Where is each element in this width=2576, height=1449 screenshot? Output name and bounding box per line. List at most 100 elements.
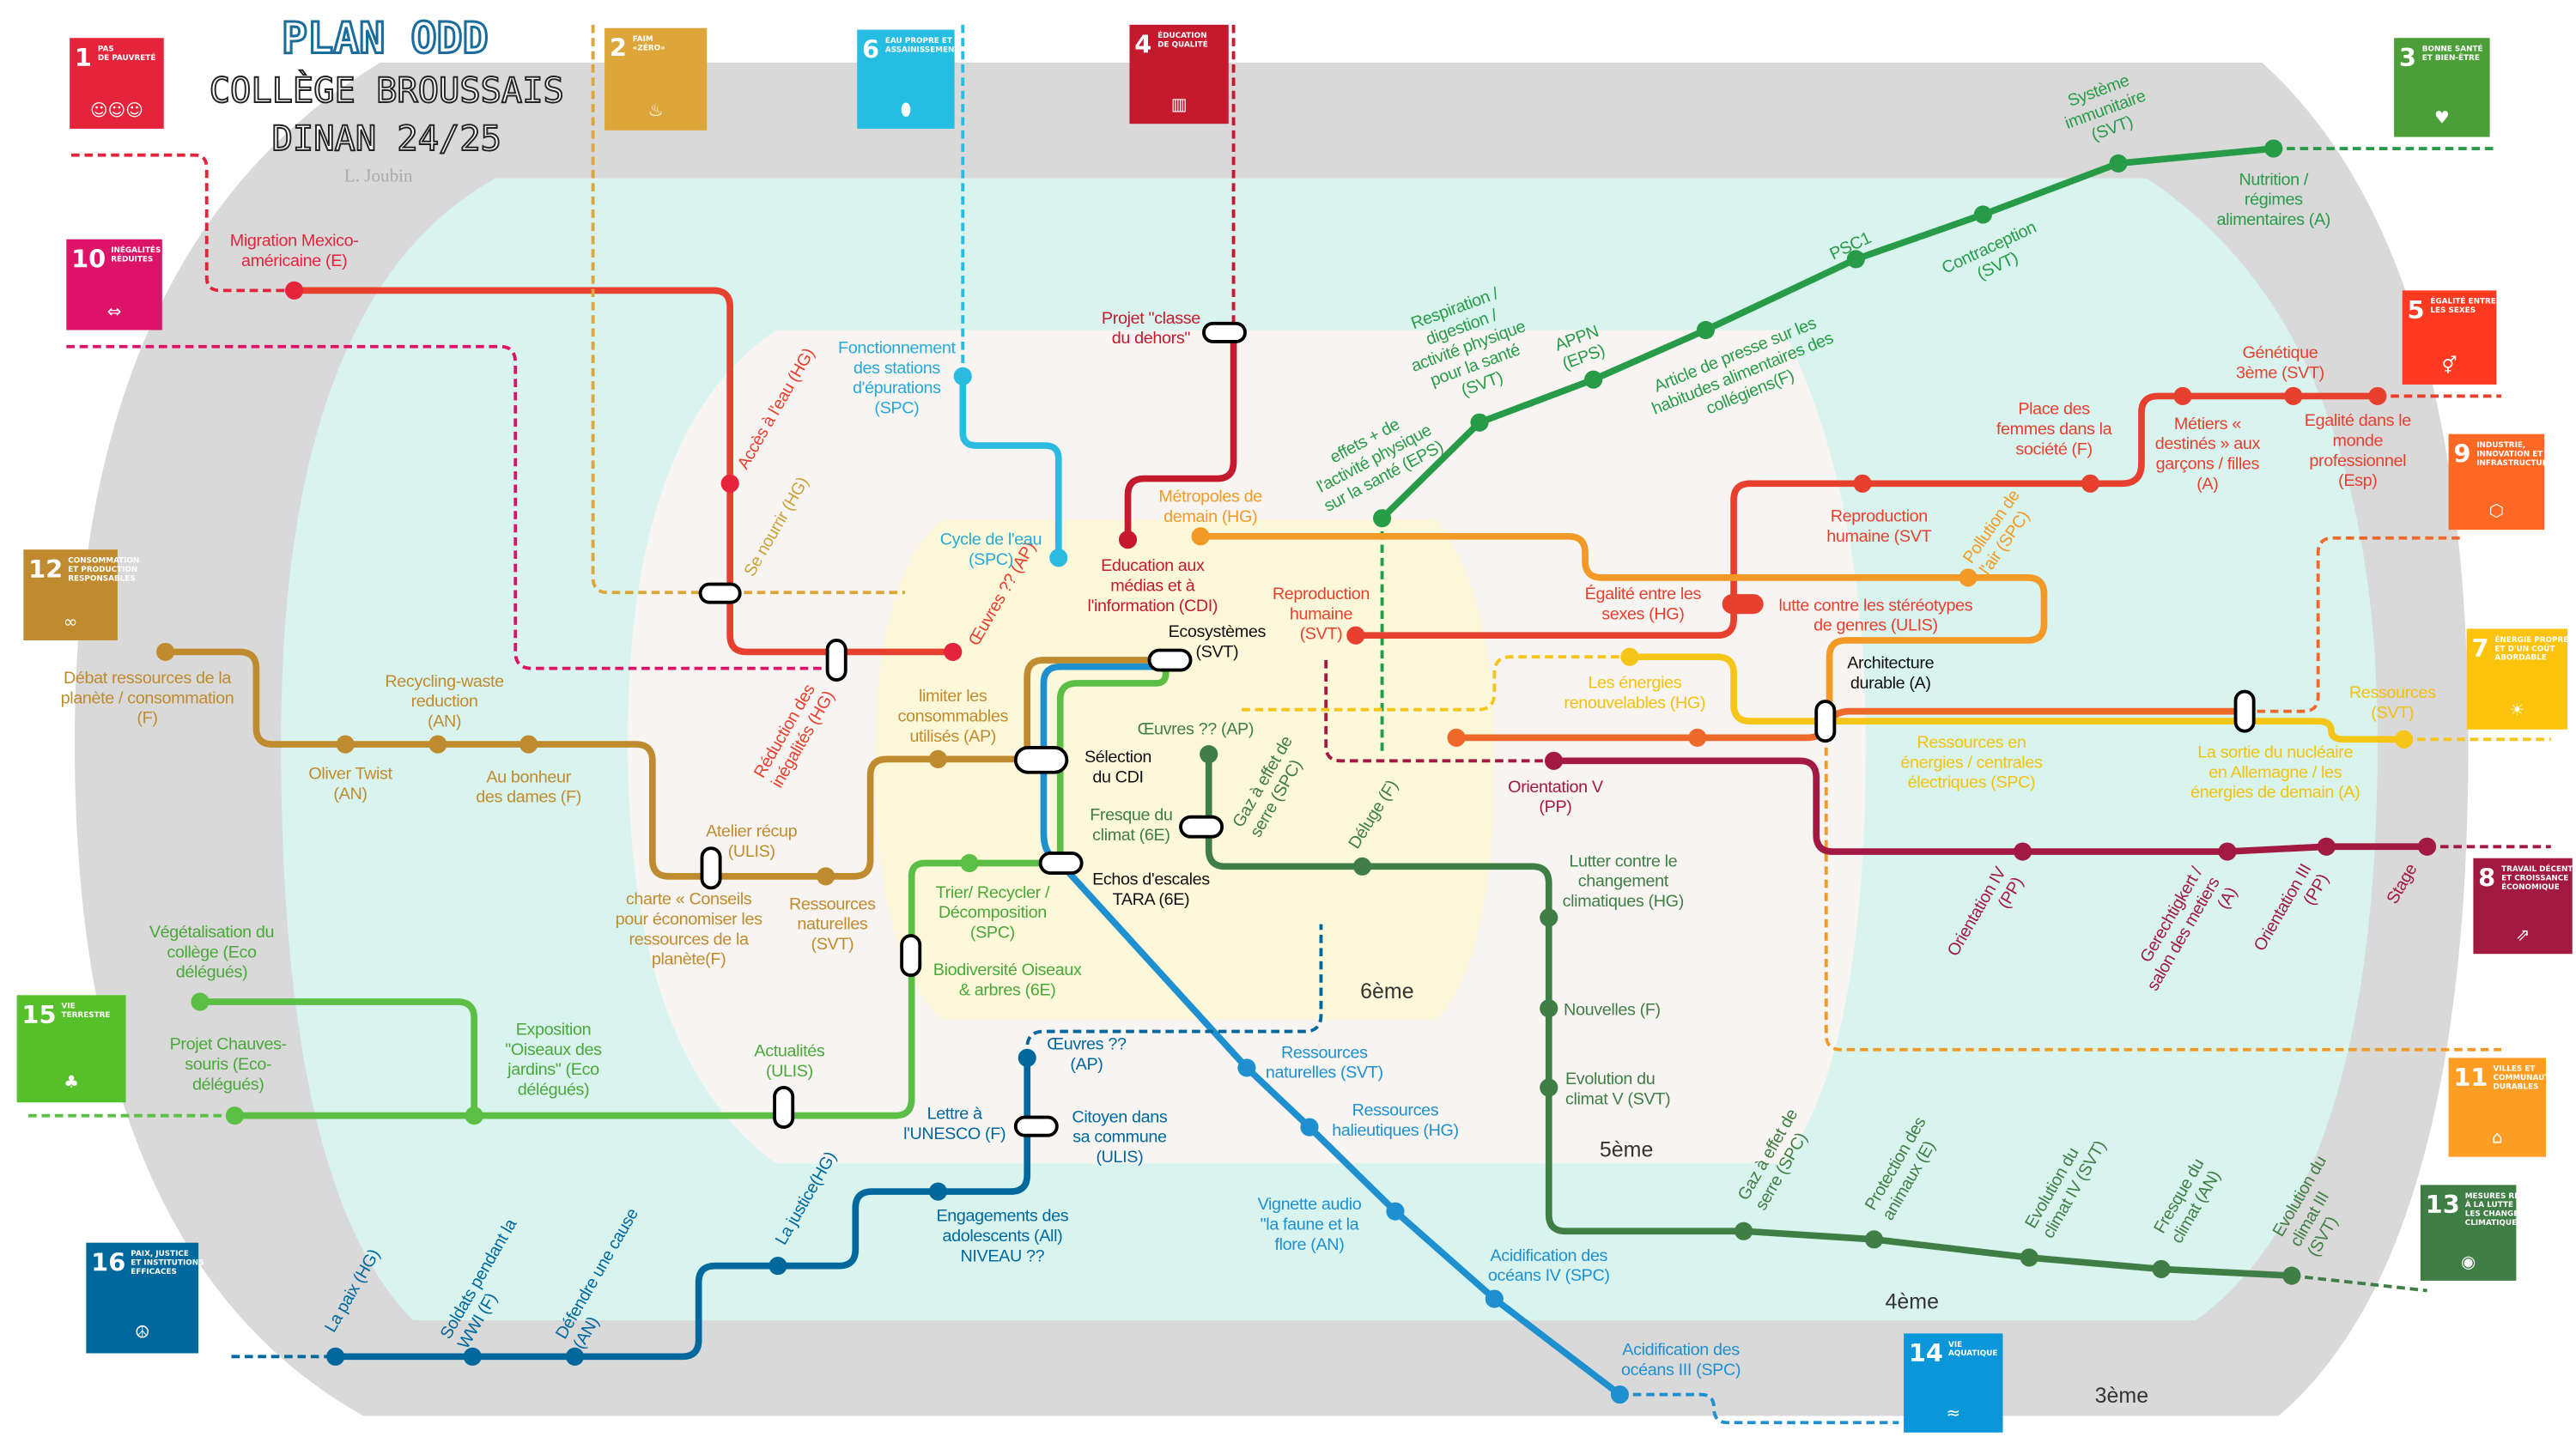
station-soldats[interactable] — [463, 1347, 482, 1366]
station-migration[interactable] — [285, 281, 304, 300]
line-sdg16-navy — [231, 924, 1323, 1361]
station-education[interactable] — [1118, 530, 1138, 549]
station-repro2[interactable] — [1853, 474, 1872, 493]
station-exposition[interactable] — [465, 1106, 483, 1125]
station-vegetalisation[interactable] — [191, 992, 210, 1011]
station-energies-renouv[interactable] — [1620, 647, 1639, 666]
label-lutter: Lutter contre le changement climatiques (H… — [1563, 852, 1684, 911]
station-ress-nat2[interactable] — [1237, 1058, 1256, 1077]
interchange-citoyen[interactable] — [1013, 1115, 1059, 1137]
station-chauves[interactable] — [225, 1106, 244, 1125]
station-stage[interactable] — [2417, 837, 2437, 856]
interchange-actualites[interactable] — [773, 1086, 795, 1130]
interchange-architecture[interactable] — [1814, 700, 1837, 743]
station-repro1[interactable] — [1346, 626, 1365, 645]
sun-power-icon: ☀ — [2509, 700, 2524, 719]
interchange-atelier[interactable] — [700, 846, 722, 890]
station-evol-iv[interactable] — [2020, 1248, 2038, 1267]
station-acid-iii[interactable] — [1610, 1385, 1630, 1404]
station-respiration[interactable] — [1470, 413, 1489, 432]
sdg-number: 3 — [2399, 43, 2416, 72]
station-acces-eau[interactable] — [720, 474, 739, 493]
bowl-icon: ♨ — [648, 100, 664, 120]
station-metiers[interactable] — [2173, 386, 2192, 405]
sdg-number: 13 — [2426, 1190, 2460, 1219]
station-defendre[interactable] — [565, 1347, 585, 1366]
station-fresque4[interactable] — [2152, 1259, 2171, 1279]
station-orientation-v[interactable] — [1544, 751, 1564, 770]
station-oeuvres-red[interactable] — [944, 642, 963, 661]
station-debat[interactable] — [156, 642, 175, 661]
sdg-badge-13: 13 MESURES RELATIVES À LA LUTTE CONTRE LES … — [2420, 1185, 2555, 1281]
station-orange-1[interactable] — [1447, 728, 1466, 747]
label-oeuvres-dg: Œuvres ?? (AP) — [1138, 720, 1254, 739]
station-limiter[interactable] — [928, 749, 947, 768]
interchange-projet[interactable] — [1202, 321, 1247, 343]
label-genetique: Génétique 3ème (SVT) — [2236, 343, 2324, 382]
sdg-title: PAIX, JUSTICE ET INSTITUTIONS EFFICACES — [131, 1250, 204, 1276]
station-appn[interactable] — [1584, 370, 1603, 389]
station-metropoles[interactable] — [1191, 527, 1210, 546]
station-engagements[interactable] — [928, 1182, 947, 1201]
station-halieutiques[interactable] — [1300, 1118, 1319, 1137]
station-justice[interactable] — [769, 1257, 787, 1276]
station-evol-v[interactable] — [1540, 1078, 1558, 1097]
station-oeuvres-dg[interactable] — [1200, 745, 1218, 764]
station-fonctionnement[interactable] — [953, 367, 972, 385]
station-ressources-svt[interactable] — [2395, 730, 2414, 749]
sdg-number: 2 — [610, 33, 627, 62]
station-genetique[interactable] — [2284, 386, 2303, 405]
station-bonheur[interactable] — [519, 735, 538, 754]
station-vignette[interactable] — [1386, 1202, 1405, 1221]
sdg-title: MESURES RELATIVES À LA LUTTE CONTRE LES CH… — [2465, 1192, 2555, 1228]
station-gerechtigkeit[interactable] — [2218, 842, 2237, 861]
station-systeme[interactable] — [2109, 154, 2128, 173]
interchange-biodiversite[interactable] — [900, 934, 922, 978]
interchange-sortie[interactable] — [2233, 689, 2256, 733]
station-protection[interactable] — [1864, 1230, 1884, 1249]
interchange-lutte[interactable] — [1722, 594, 1764, 615]
sdg-badge-bg — [1129, 24, 1229, 124]
station-orientation-iii[interactable] — [2317, 837, 2336, 856]
sdg-badge-bg — [2448, 1058, 2546, 1157]
station-nutrition[interactable] — [2264, 139, 2283, 158]
station-oeuvres-navy[interactable] — [1018, 1048, 1036, 1067]
station-cycle-eau[interactable] — [1049, 549, 1068, 567]
station-lutter[interactable] — [1540, 908, 1558, 927]
station-paix[interactable] — [326, 1347, 345, 1366]
station-place-femmes[interactable] — [2081, 474, 2099, 493]
station-effets[interactable] — [1373, 509, 1392, 528]
station-evol-iii[interactable] — [2282, 1266, 2301, 1285]
station-nouvelles[interactable] — [1540, 999, 1558, 1018]
station-psc1[interactable] — [1846, 250, 1865, 269]
label-cycle-eau: Cycle de l'eau (SPC) — [940, 530, 1042, 568]
school-name: COLLÈGE BROUSSAIS — [210, 70, 564, 111]
label-repro2: Reproduction humaine (SVT — [1826, 507, 1931, 546]
sdg-badge-15: 15 VIE TERRESTRE ♣ — [16, 995, 126, 1103]
interchange-fresque6[interactable] — [1179, 815, 1224, 839]
station-orientation-iv[interactable] — [2013, 842, 2032, 861]
station-orange-2[interactable] — [1688, 728, 1707, 747]
station-acid-iv[interactable] — [1485, 1289, 1504, 1308]
interchange-ecosystemes[interactable] — [1147, 648, 1193, 672]
station-egalite-monde[interactable] — [2368, 386, 2387, 405]
station-pollution[interactable] — [1959, 568, 1978, 587]
station-contraception[interactable] — [1973, 205, 1992, 224]
label-lutte: lutte contre les stéréotypes de genres (U… — [1779, 596, 1973, 634]
station-recycling[interactable] — [428, 735, 447, 754]
station-gaz4[interactable] — [1735, 1222, 1753, 1240]
interchange-echos[interactable] — [1038, 852, 1084, 875]
zone-6eme — [875, 519, 1495, 1021]
interchange-se-nourrir[interactable] — [698, 582, 742, 604]
label-recycling: Recycling-waste reduction (AN) — [385, 672, 504, 731]
station-deluge[interactable] — [1352, 857, 1372, 876]
station-article[interactable] — [1696, 320, 1715, 340]
sdg-title: VILLES ET COMMUNAUTÉS DURABLES — [2493, 1065, 2560, 1092]
sdg-badge-bg — [1904, 1333, 2003, 1433]
interchange-reduction[interactable] — [825, 639, 848, 682]
station-oliver[interactable] — [336, 735, 355, 754]
station-ress-nat[interactable] — [817, 867, 835, 886]
sdg-number: 1 — [75, 43, 92, 72]
interchange-selection[interactable] — [1013, 745, 1069, 774]
station-trier[interactable] — [960, 853, 979, 873]
